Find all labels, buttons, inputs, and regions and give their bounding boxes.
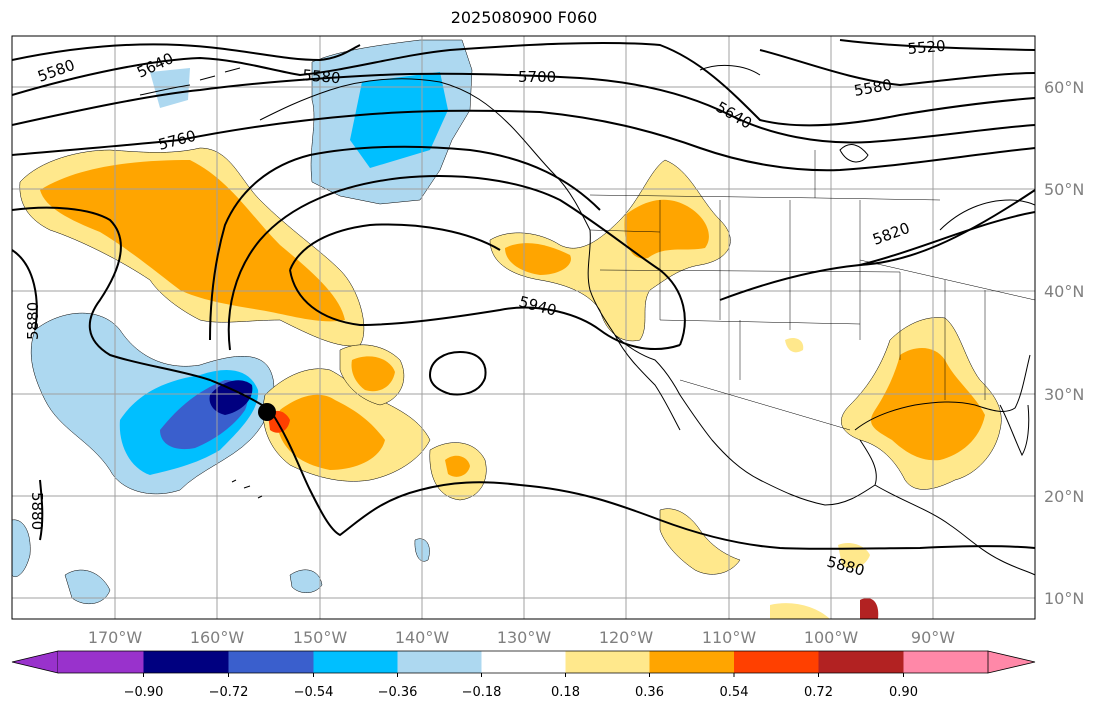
colorbar-tick-label: −0.72 (209, 685, 249, 700)
colorbar-extend-high (987, 650, 1036, 674)
lon-tick-label: 140°W (395, 628, 450, 647)
contour-label-5580-alaska: 5580 (302, 66, 342, 87)
map-panel: 5580 5640 5580 5700 5520 5580 5640 5760 … (12, 36, 1035, 619)
negative-anomaly-gulf-core (350, 72, 448, 168)
colorbar-tick-label: −0.54 (294, 685, 334, 700)
colorbar-segment (143, 651, 229, 673)
contour-5880-south (519, 484, 1035, 550)
colorbar-segment (649, 651, 734, 673)
contour-5580-east (759, 49, 1035, 87)
latitude-tick-labels: 60°N 50°N 40°N 30°N 20°N 10°N (1044, 78, 1084, 608)
contour-high-center (428, 350, 487, 396)
contour-5940 (227, 175, 686, 351)
colorbar-segment (903, 651, 988, 673)
colorbar: −0.90 −0.72 −0.54 −0.36 −0.18 0.18 0.36 … (11, 650, 1036, 700)
lon-tick-label: 110°W (702, 628, 757, 647)
colorbar-tick-label: −0.90 (124, 685, 164, 700)
storm-center-marker (258, 403, 276, 421)
contour-label-5520: 5520 (907, 37, 947, 58)
lon-tick-label: 160°W (190, 628, 245, 647)
positive-anomaly-northeast-pacific-core (40, 160, 345, 322)
colorbar-segment (481, 651, 566, 673)
lon-tick-label: 90°W (911, 628, 955, 647)
lat-tick-label: 60°N (1044, 78, 1084, 97)
colorbar-tick-label: 0.72 (804, 685, 833, 700)
contour-5580-north (12, 43, 361, 62)
height-contours (12, 39, 1035, 550)
colorbar-tick-label: −0.18 (462, 685, 502, 700)
colorbar-segment (565, 651, 650, 673)
contour-5880-west (12, 249, 38, 331)
map-title: 2025080900 F060 (450, 8, 598, 27)
map-frame (11, 35, 1036, 620)
colorbar-segment (397, 651, 482, 673)
contour-5760 (12, 109, 1035, 172)
lat-tick-label: 40°N (1044, 282, 1084, 301)
colorbar-tick-label: −0.36 (378, 685, 418, 700)
colorbar-tick-label: 0.18 (551, 685, 580, 700)
lon-tick-label: 150°W (293, 628, 348, 647)
negative-anomaly-hawaii-core (209, 380, 253, 415)
colorbar-tick-label: 0.54 (720, 685, 749, 700)
longitude-tick-labels: 170°W 160°W 150°W 140°W 130°W 120°W 110°… (88, 628, 955, 647)
colorbar-segment (818, 651, 904, 673)
colorbar-segment (58, 651, 144, 673)
lon-tick-label: 130°W (497, 628, 552, 647)
lon-tick-label: 120°W (599, 628, 654, 647)
graticule (12, 36, 1035, 619)
colorbar-tick-label: 0.90 (889, 685, 918, 700)
lon-tick-label: 100°W (804, 628, 859, 647)
colorbar-extend-low (11, 650, 59, 674)
colorbar-tick-label: 0.36 (635, 685, 664, 700)
contour-5820 (12, 206, 271, 411)
lat-tick-label: 10°N (1044, 589, 1084, 608)
lat-tick-label: 50°N (1044, 180, 1084, 199)
colorbar-segment (734, 651, 819, 673)
lat-tick-label: 20°N (1044, 487, 1084, 506)
contour-5700 (12, 72, 1035, 144)
contour-label-5700: 5700 (518, 68, 556, 86)
contour-5520 (839, 39, 1035, 51)
colorbar-segment (228, 651, 314, 673)
lat-tick-label: 30°N (1044, 385, 1084, 404)
lon-tick-label: 170°W (88, 628, 143, 647)
contour-label-5880-southwest: 5880 (28, 492, 46, 530)
contour-5640 (12, 41, 1035, 127)
contour-label-5880-west: 5880 (24, 302, 42, 340)
colorbar-segment (313, 651, 398, 673)
